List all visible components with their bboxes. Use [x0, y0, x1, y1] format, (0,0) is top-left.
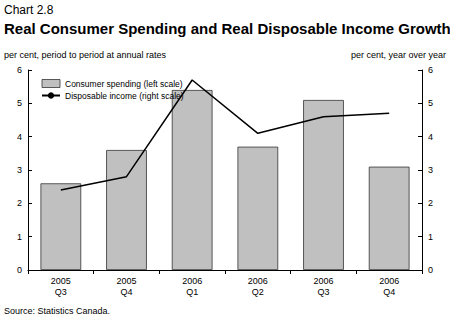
svg-text:Q3: Q3 [55, 287, 67, 297]
svg-text:0: 0 [428, 265, 433, 275]
svg-text:2: 2 [428, 198, 433, 208]
svg-text:2006: 2006 [379, 276, 399, 286]
svg-text:5: 5 [17, 98, 22, 108]
svg-text:2005: 2005 [51, 276, 71, 286]
svg-text:2006: 2006 [248, 276, 268, 286]
svg-text:4: 4 [17, 132, 22, 142]
svg-text:Q4: Q4 [120, 287, 132, 297]
svg-text:Q2: Q2 [252, 287, 264, 297]
svg-text:Real Consumer Spending and Rea: Real Consumer Spending and Real Disposab… [4, 20, 450, 37]
svg-text:Q1: Q1 [186, 287, 198, 297]
svg-text:6: 6 [17, 65, 22, 75]
svg-text:0: 0 [17, 265, 22, 275]
svg-text:2006: 2006 [313, 276, 333, 286]
svg-text:2005: 2005 [116, 276, 136, 286]
svg-text:Q3: Q3 [317, 287, 329, 297]
svg-text:6: 6 [428, 65, 433, 75]
svg-text:Disposable income (right scale: Disposable income (right scale) [65, 91, 184, 101]
svg-text:5: 5 [428, 98, 433, 108]
svg-text:4: 4 [428, 132, 433, 142]
svg-text:1: 1 [17, 232, 22, 242]
svg-text:2006: 2006 [182, 276, 202, 286]
svg-text:1: 1 [428, 232, 433, 242]
svg-text:Source: Statistics Canada.: Source: Statistics Canada. [4, 306, 110, 316]
svg-text:Consumer spending (left scale): Consumer spending (left scale) [65, 79, 183, 89]
svg-text:3: 3 [428, 165, 433, 175]
svg-text:Chart 2.8: Chart 2.8 [4, 3, 54, 17]
svg-text:per cent, year over year: per cent, year over year [351, 50, 446, 60]
svg-text:2: 2 [17, 198, 22, 208]
svg-text:per cent, period to period at: per cent, period to period at annual rat… [4, 50, 167, 60]
svg-text:Q4: Q4 [383, 287, 395, 297]
svg-text:3: 3 [17, 165, 22, 175]
